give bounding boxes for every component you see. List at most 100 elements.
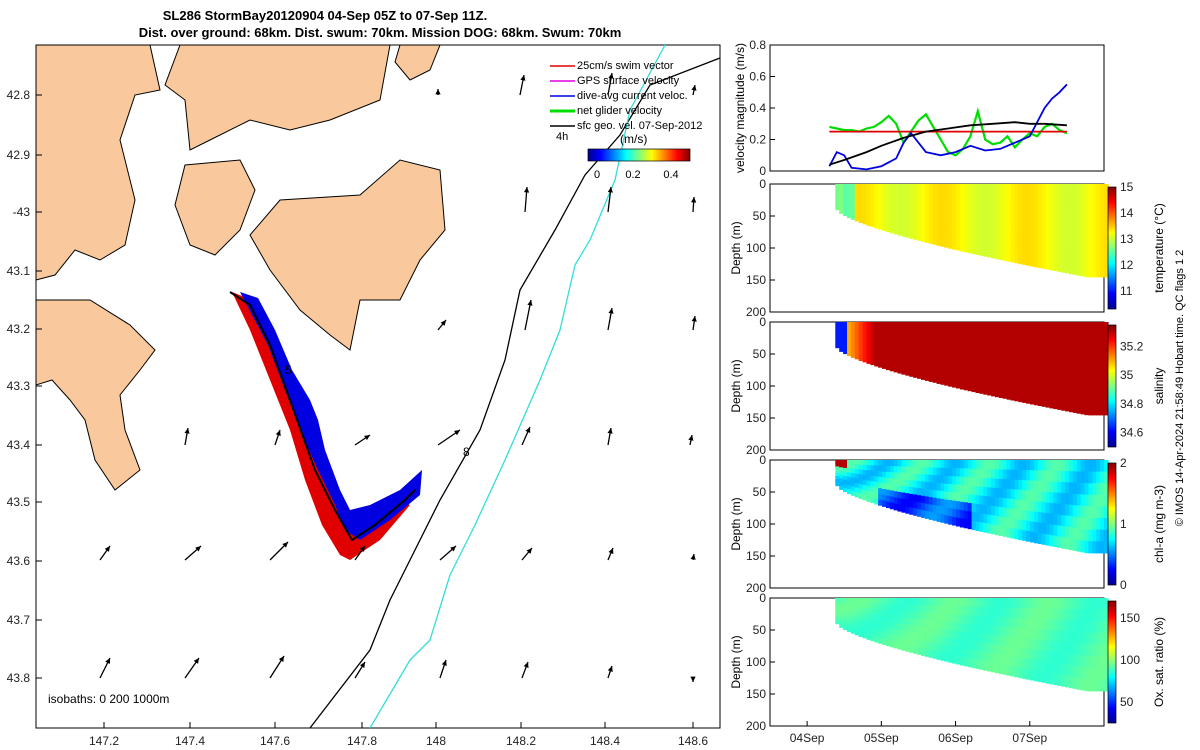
lat-tick-label: 43.8 bbox=[7, 671, 31, 685]
depth-tick: 100 bbox=[746, 655, 766, 669]
colorbar-tick: 1 bbox=[1120, 517, 1127, 531]
geo-arrow bbox=[523, 186, 530, 213]
velocity-series-line bbox=[829, 121, 1067, 166]
depth-label: Depth (m) bbox=[729, 497, 743, 550]
lat-tick-label: 43.2 bbox=[7, 322, 31, 336]
lon-tick-label: 148.6 bbox=[678, 734, 708, 748]
colorbar-tick: 14 bbox=[1120, 206, 1134, 220]
geo-arrow bbox=[691, 84, 697, 96]
depth-tick: 0 bbox=[759, 591, 766, 605]
depth-tick: 150 bbox=[746, 549, 766, 563]
isobaths-label: isobaths: 0 200 1000m bbox=[48, 692, 169, 706]
legend-label-net: net glider velocity bbox=[577, 105, 662, 117]
colorbar-tick-2: 0.4 bbox=[663, 169, 678, 181]
depth-tick: 100 bbox=[746, 379, 766, 393]
isobath-1000 bbox=[369, 44, 666, 729]
legend-label-sfc-geo: sfc geo. vel. 07-Sep-2012 bbox=[577, 120, 702, 132]
depth-tick: 150 bbox=[746, 411, 766, 425]
map-panel: 5 8 25cm/s swim vector GPS surface veloc… bbox=[7, 44, 721, 748]
depth-label: Depth (m) bbox=[729, 635, 743, 688]
geo-arrow bbox=[521, 426, 531, 446]
profile-panel-chl-a: 0 50 100 150 200 Depth (m) 0 1 2 chl-a (mg m-3) bbox=[729, 453, 1166, 595]
geo-arrow bbox=[354, 545, 366, 561]
colorbar-tick: 2 bbox=[1120, 456, 1127, 470]
depth-tick: 0 bbox=[759, 315, 766, 329]
depth-tick: 0 bbox=[759, 177, 766, 191]
depth-tick: 0 bbox=[759, 453, 766, 467]
depth-tick: 200 bbox=[746, 443, 766, 457]
depth-label: Depth (m) bbox=[729, 359, 743, 412]
legend-entry-gps: GPS surface velocity bbox=[550, 75, 680, 87]
time-tick-label: 06Sep bbox=[938, 731, 973, 745]
geo-arrow bbox=[99, 545, 111, 561]
geo-arrow bbox=[437, 429, 461, 446]
track-label-8: 8 bbox=[463, 445, 470, 459]
lon-tick-label: 147.4 bbox=[175, 734, 205, 748]
geo-arrow bbox=[607, 307, 614, 331]
lat-tick-label: 42.8 bbox=[7, 88, 31, 102]
colorbar-label: salinity bbox=[1152, 368, 1166, 405]
depth-tick: 100 bbox=[746, 517, 766, 531]
depth-tick: 50 bbox=[753, 209, 767, 223]
colorbar-tick-0: 0 bbox=[594, 169, 600, 181]
geo-arrow bbox=[690, 553, 696, 561]
colorbar-tick: 13 bbox=[1120, 232, 1134, 246]
lon-tick-label: 147.2 bbox=[89, 734, 119, 748]
colorbar-tick: 100 bbox=[1120, 653, 1140, 667]
lon-tick-label: 147.6 bbox=[260, 734, 290, 748]
legend-label-dive-avg: dive-avg current veloc. bbox=[577, 90, 688, 102]
geo-arrow bbox=[607, 547, 614, 561]
lat-tick-label: 43.6 bbox=[7, 554, 31, 568]
geo-arrow bbox=[184, 657, 200, 679]
depth-label: Depth (m) bbox=[729, 221, 743, 274]
colorbar-tick: 150 bbox=[1120, 611, 1140, 625]
geo-arrow bbox=[690, 676, 696, 682]
lat-tick-label: 43.4 bbox=[7, 438, 31, 452]
geo-arrow bbox=[607, 665, 613, 679]
time-tick-label: 04Sep bbox=[790, 731, 825, 745]
geo-arrow bbox=[184, 545, 202, 561]
colorbar-time-label: 4h bbox=[556, 131, 568, 143]
profile-colorbar bbox=[1107, 600, 1117, 724]
figure-title-line2: Dist. over ground: 68km. Dist. swum: 70k… bbox=[139, 25, 622, 40]
geo-arrow bbox=[274, 429, 281, 446]
glider-track: 5 8 bbox=[229, 291, 470, 560]
lon-tick-label: 148.2 bbox=[506, 734, 536, 748]
side-caption: © IMOS 14-Apr-2024 21:58:49 Hobart time.… bbox=[1174, 250, 1186, 527]
geo-arrow bbox=[435, 89, 441, 95]
legend-entry-net: net glider velocity bbox=[550, 105, 662, 117]
geo-arrow bbox=[184, 427, 190, 446]
profile-panel-salinity: 0 50 100 150 200 Depth (m) 34.6 34.8 35 35.2 salin… bbox=[729, 315, 1166, 457]
legend-label-gps: GPS surface velocity bbox=[577, 75, 680, 87]
geo-arrow bbox=[521, 547, 533, 561]
geo-arrow bbox=[688, 434, 694, 446]
profile-colorbar bbox=[1107, 462, 1117, 586]
depth-tick: 150 bbox=[746, 687, 766, 701]
geo-arrow bbox=[437, 319, 447, 331]
depth-tick: 200 bbox=[746, 719, 766, 733]
velocity-ytick: 0.8 bbox=[749, 38, 766, 52]
depth-tick: 200 bbox=[746, 581, 766, 595]
velocity-series-line bbox=[829, 107, 1068, 157]
depth-tick: 50 bbox=[753, 485, 767, 499]
profile-panel-temperature: 0 50 100 150 200 Depth (m) 11 12 13 14 15 temperatu… bbox=[729, 177, 1166, 319]
geo-arrow bbox=[354, 434, 371, 446]
profile-colorbar bbox=[1107, 324, 1117, 448]
colorbar-tick: 34.6 bbox=[1120, 426, 1144, 440]
legend-entry-dive-avg: dive-avg current veloc. bbox=[550, 90, 688, 102]
geo-arrow bbox=[607, 72, 614, 96]
lat-tick-label: 43.3 bbox=[7, 379, 31, 393]
colorbar-tick: 34.8 bbox=[1120, 397, 1144, 411]
time-tick-label: 05Sep bbox=[864, 731, 899, 745]
lat-tick-label: -43 bbox=[13, 205, 31, 219]
colorbar-tick: 11 bbox=[1120, 284, 1133, 298]
time-axis: 04Sep 05Sep 06Sep 07Sep bbox=[790, 721, 1047, 745]
geo-arrow bbox=[269, 655, 285, 679]
lon-tick-label: 148.4 bbox=[590, 734, 620, 748]
time-tick-label: 07Sep bbox=[1012, 731, 1047, 745]
colorbar-label: Ox. sat. ratio (%) bbox=[1152, 617, 1166, 707]
geo-arrow bbox=[99, 657, 111, 679]
